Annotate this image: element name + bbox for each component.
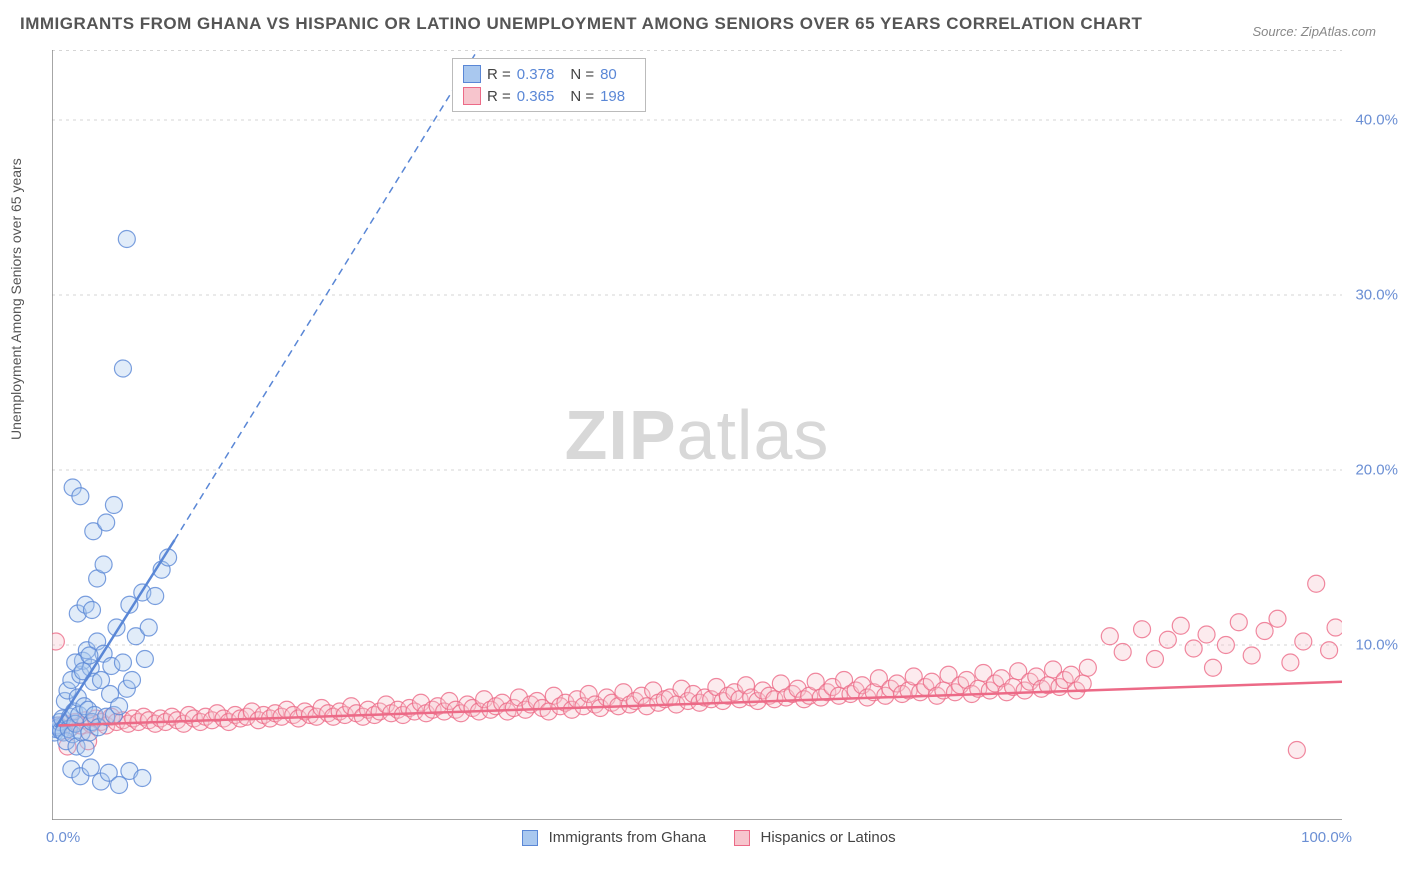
r-value-ghana: 0.378: [517, 66, 555, 83]
chart-area: ZIPatlas R = 0.378 N = 80 R = 0.365 N = …: [52, 50, 1342, 820]
legend-label-ghana: Immigrants from Ghana: [549, 829, 707, 846]
r-label: R =: [487, 88, 511, 105]
swatch-hispanic: [463, 87, 481, 105]
ytick-label: 40.0%: [1355, 112, 1398, 129]
r-label: R =: [487, 66, 511, 83]
legend-row-hispanic: R = 0.365 N = 198: [463, 85, 635, 107]
n-value-hispanic: 198: [600, 88, 625, 105]
ytick-label: 30.0%: [1355, 287, 1398, 304]
n-label: N =: [570, 88, 594, 105]
n-value-ghana: 80: [600, 66, 617, 83]
legend-row-ghana: R = 0.378 N = 80: [463, 63, 635, 85]
legend-bottom: Immigrants from Ghana Hispanics or Latin…: [52, 829, 1342, 846]
legend-label-hispanic: Hispanics or Latinos: [761, 829, 896, 846]
ytick-label: 10.0%: [1355, 637, 1398, 654]
swatch-hispanic-icon: [734, 830, 750, 846]
legend-stats: R = 0.378 N = 80 R = 0.365 N = 198: [452, 58, 646, 112]
y-axis-label: Unemployment Among Seniors over 65 years: [8, 158, 24, 440]
scatter-plot: [52, 50, 1342, 820]
n-label: N =: [570, 66, 594, 83]
r-value-hispanic: 0.365: [517, 88, 555, 105]
source-label: Source: ZipAtlas.com: [1252, 24, 1376, 39]
ytick-label: 20.0%: [1355, 462, 1398, 479]
swatch-ghana: [463, 65, 481, 83]
swatch-ghana-icon: [522, 830, 538, 846]
chart-title: IMMIGRANTS FROM GHANA VS HISPANIC OR LAT…: [20, 14, 1142, 34]
